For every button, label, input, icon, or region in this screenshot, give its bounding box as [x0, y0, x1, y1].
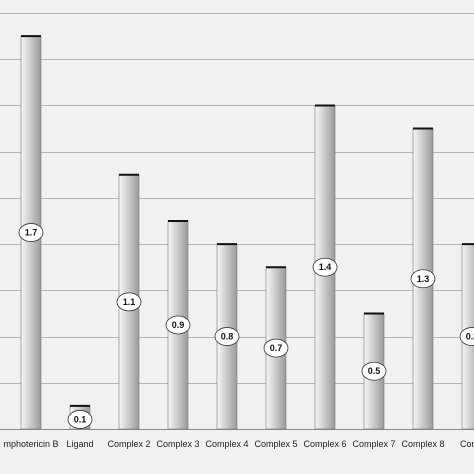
data-labels: 1.7 0.1 1.1 0.9 0.8 0.7 1.4 0.5 1.3 0.8: [18, 223, 474, 429]
data-label-badge: [214, 327, 240, 346]
bars: [20, 35, 474, 430]
x-tick-label: Comp: [460, 439, 474, 449]
data-label-badge: [18, 223, 44, 242]
data-label: 0.1: [74, 414, 87, 424]
data-label: 1.4: [319, 262, 332, 272]
data-label: 0.7: [270, 343, 283, 353]
x-tick-labels: mphotericin B Ligand Complex 2 Complex 3 Com…: [3, 439, 474, 449]
x-tick-label: mphotericin B: [3, 439, 58, 449]
data-label: 0.8: [466, 332, 474, 342]
x-tick-label: Ligand: [66, 439, 93, 449]
x-tick-label: Complex 8: [401, 439, 444, 449]
data-label-badge: [312, 257, 338, 277]
data-label-badge: [361, 361, 387, 381]
x-tick-label: Complex 4: [205, 439, 248, 449]
data-label: 0.9: [172, 320, 185, 330]
data-label: 0.8: [221, 332, 234, 342]
data-label: 1.7: [25, 228, 38, 238]
x-tick-label: Complex 6: [303, 439, 346, 449]
x-tick-label: Complex 5: [254, 439, 297, 449]
x-tick-label: Complex 2: [107, 439, 150, 449]
data-label: 1.3: [417, 274, 430, 284]
data-label-badge: [459, 327, 474, 346]
data-label-badge: [67, 410, 93, 429]
data-label-badge: [116, 292, 142, 312]
data-label-badge: [165, 315, 191, 335]
x-tick-label: Complex 3: [156, 439, 199, 449]
data-label-badge: [410, 269, 436, 289]
data-label: 0.5: [368, 366, 381, 376]
gridlines: [0, 13, 474, 430]
x-tick-label: Complex 7: [352, 439, 395, 449]
data-label: 1.1: [123, 297, 136, 307]
data-label-badge: [263, 338, 289, 358]
